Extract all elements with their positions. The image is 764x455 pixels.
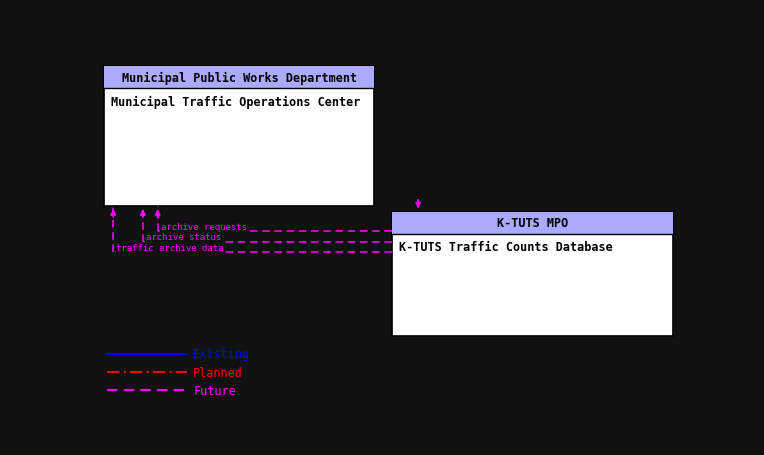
Text: K-TUTS Traffic Counts Database: K-TUTS Traffic Counts Database (399, 241, 613, 253)
Text: Future: Future (193, 384, 236, 397)
Text: Planned: Planned (193, 366, 243, 379)
Text: archive requests: archive requests (160, 222, 247, 232)
Text: archive status: archive status (146, 233, 221, 242)
Text: Municipal Traffic Operations Center: Municipal Traffic Operations Center (112, 95, 361, 108)
Bar (105, 67, 374, 207)
Text: K-TUTS MPO: K-TUTS MPO (497, 217, 568, 230)
Bar (392, 212, 673, 234)
Text: traffic archive data: traffic archive data (116, 243, 224, 253)
Text: Existing: Existing (193, 348, 250, 361)
Bar (392, 212, 673, 337)
Text: Municipal Public Works Department: Municipal Public Works Department (121, 71, 357, 85)
Bar (105, 67, 374, 89)
